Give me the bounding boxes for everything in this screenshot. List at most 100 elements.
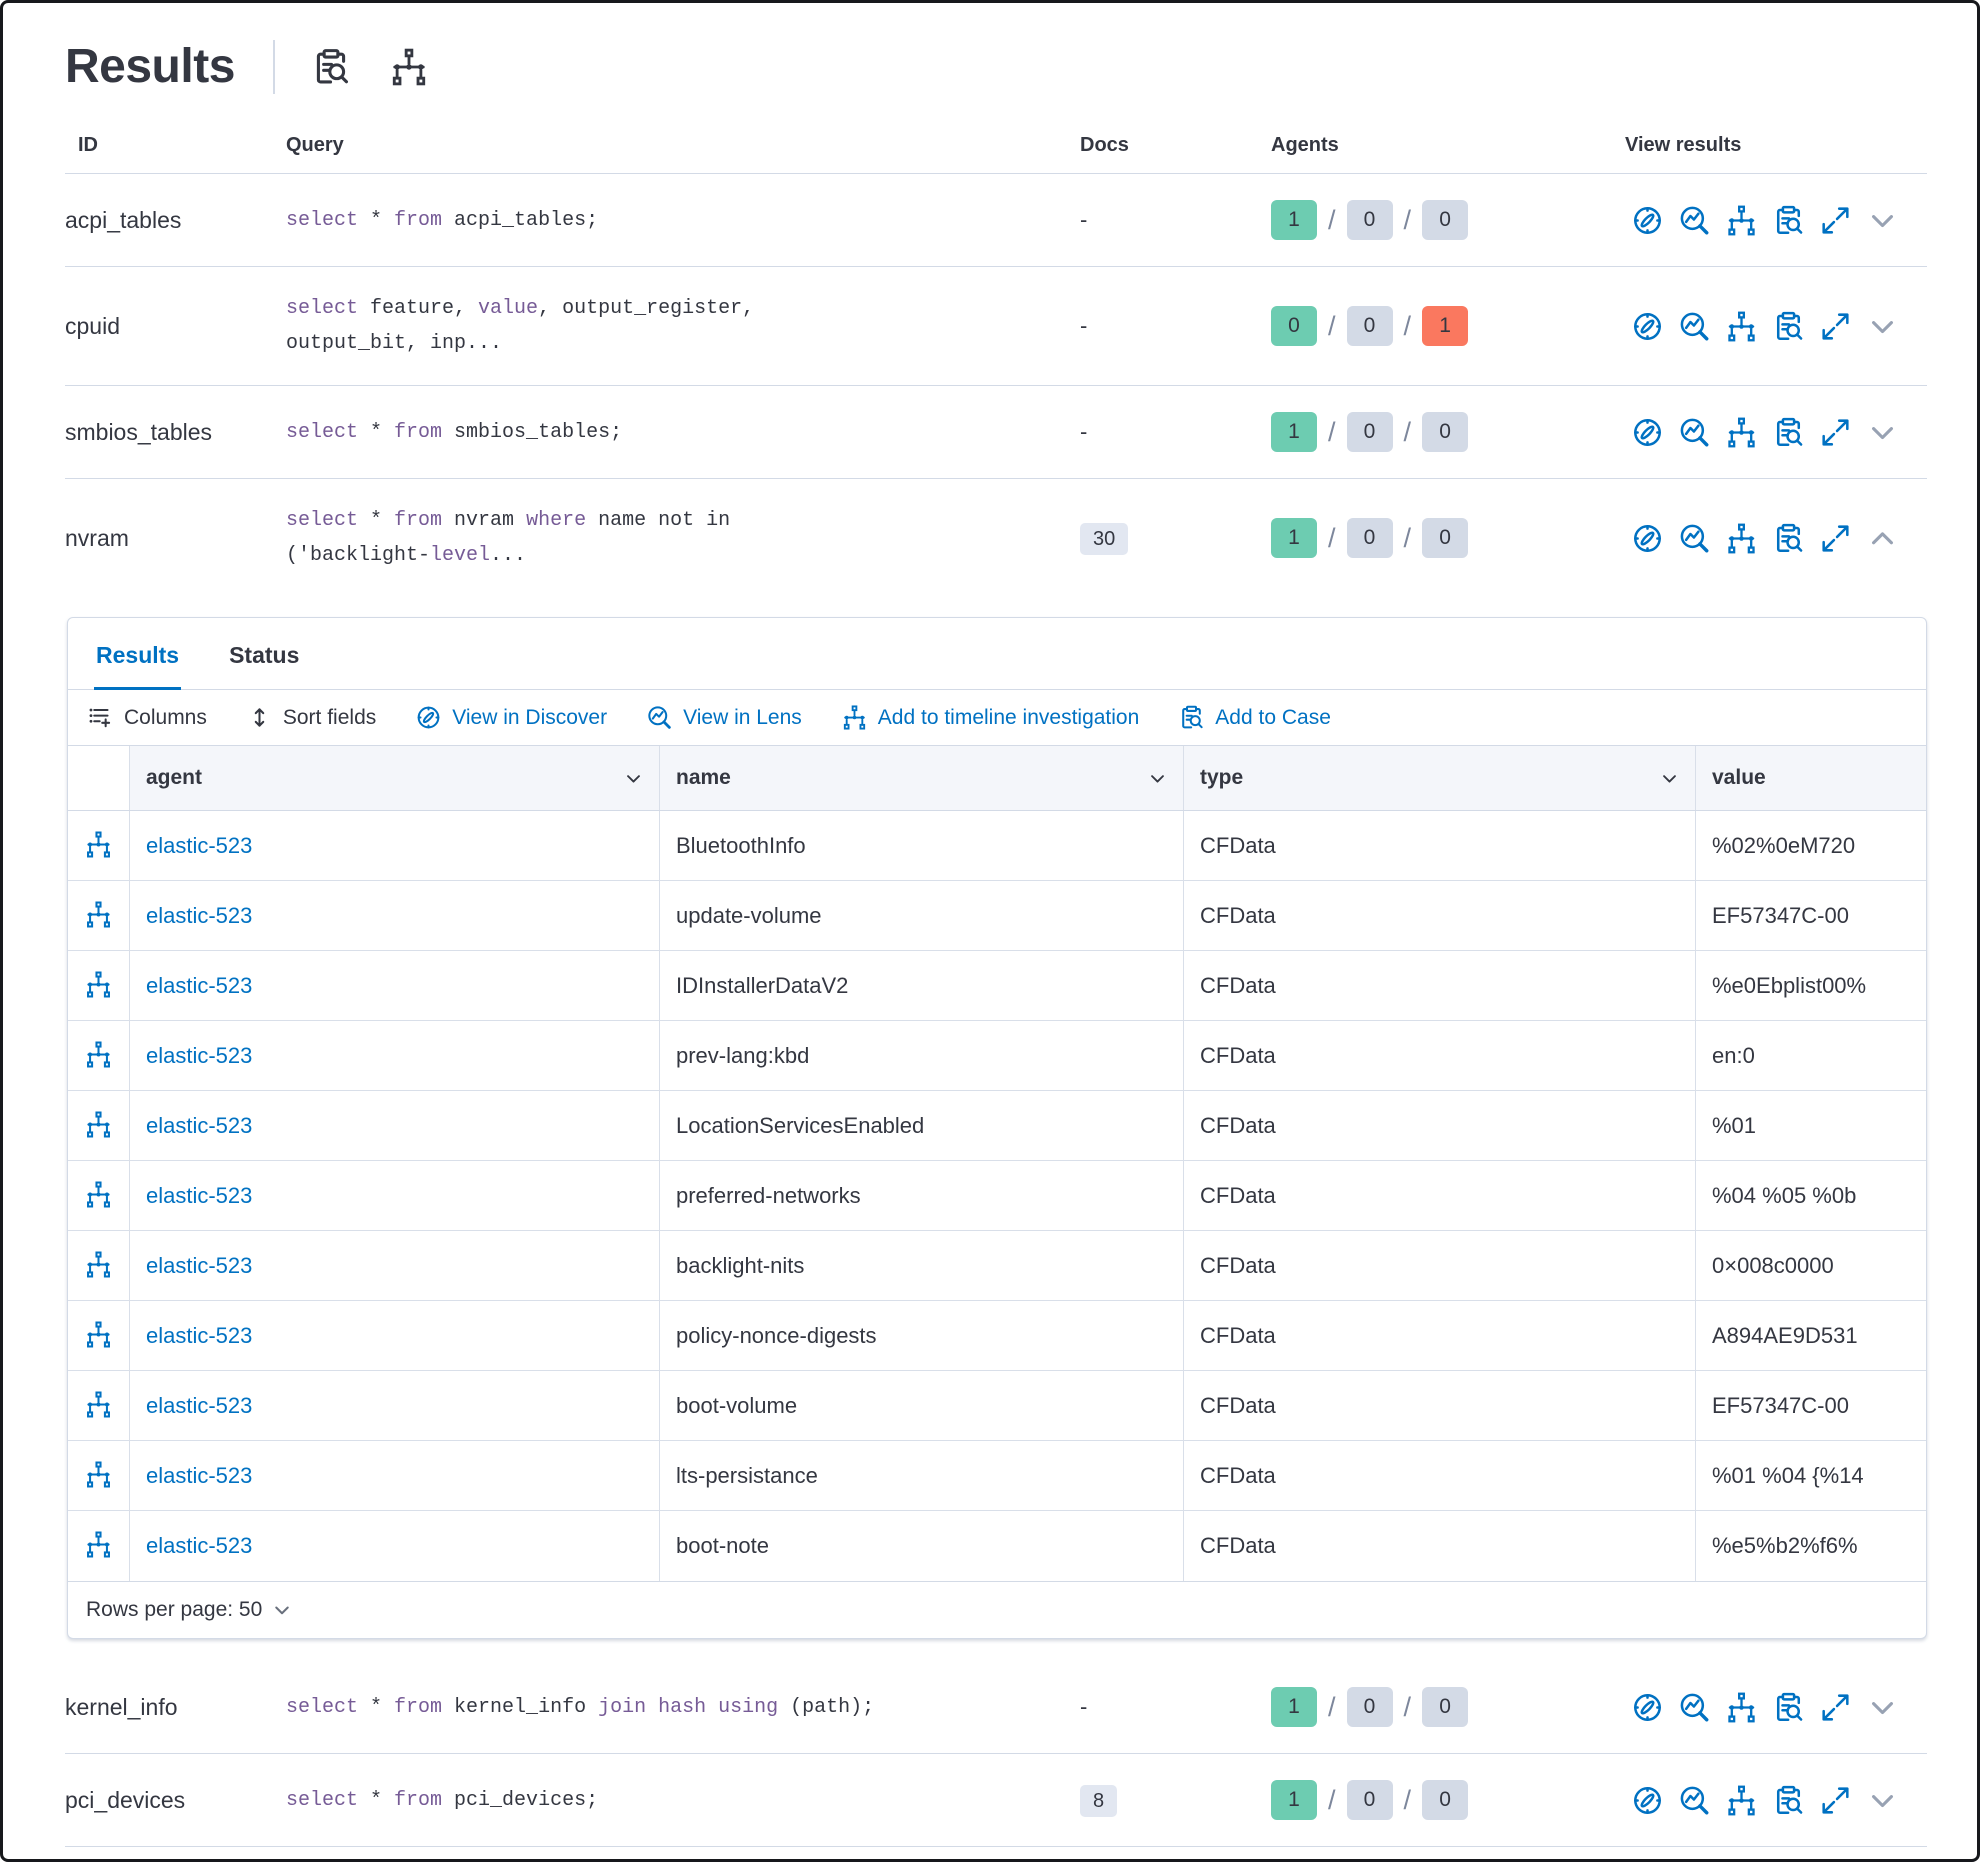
tab-results[interactable]: Results — [94, 618, 182, 690]
expand-row-button[interactable] — [1860, 304, 1904, 348]
expand-row-button[interactable] — [1860, 410, 1904, 454]
add-to-timeline-icon-button[interactable] — [85, 901, 112, 931]
grid-column-value-label: value — [1712, 766, 1766, 789]
agent-count-badge: 0 — [1346, 1780, 1393, 1820]
result-value: EF57347C-00 — [1712, 1392, 1849, 1418]
column-header-view-results: View results — [1625, 134, 1742, 156]
result-value: %01 — [1712, 1112, 1757, 1138]
add-to-timeline-icon-button[interactable] — [85, 1321, 112, 1351]
view-in-discover-button[interactable]: View in Discover — [416, 705, 607, 730]
view-in-discover-button[interactable] — [1625, 1778, 1669, 1822]
add-to-case-button[interactable] — [1766, 1778, 1810, 1822]
rows-per-page-button[interactable]: Rows per page: 50 — [86, 1598, 292, 1622]
add-to-timeline-icon-button[interactable] — [85, 1391, 112, 1421]
query-sql: select * from kernel_info join hash usin… — [286, 1695, 875, 1719]
columns-button[interactable]: Columns — [88, 705, 207, 730]
expand-icon — [1820, 1785, 1851, 1816]
result-row-actions — [68, 951, 130, 1020]
expand-results-button[interactable] — [1813, 410, 1857, 454]
grid-column-agent[interactable]: agent — [130, 746, 660, 810]
add-to-timeline-button[interactable] — [1719, 1685, 1763, 1729]
grid-column-type[interactable]: type — [1184, 746, 1696, 810]
sort-fields-button[interactable]: Sort fields — [247, 705, 376, 730]
view-in-lens-button[interactable] — [1672, 1778, 1716, 1822]
rows-per-page-label: Rows per page: 50 — [86, 1598, 263, 1621]
agent-link[interactable]: elastic-523 — [146, 1462, 253, 1488]
tab-status[interactable]: Status — [227, 618, 301, 689]
view-in-lens-button[interactable]: View in Lens — [647, 705, 802, 730]
add-to-timeline-icon-button[interactable] — [85, 1041, 112, 1071]
expand-row-button[interactable] — [1860, 1778, 1904, 1822]
inspect-icon — [1773, 523, 1804, 554]
add-to-case-button[interactable] — [1766, 516, 1810, 560]
view-in-discover-button[interactable] — [1625, 304, 1669, 348]
agent-link[interactable]: elastic-523 — [146, 1533, 253, 1558]
expand-results-button[interactable] — [1813, 1778, 1857, 1822]
add-to-timeline-button[interactable] — [1719, 1778, 1763, 1822]
agent-link[interactable]: elastic-523 — [146, 902, 253, 928]
timeline-icon — [85, 831, 112, 861]
add-to-timeline-investigation-button[interactable]: Add to timeline investigation — [842, 705, 1139, 730]
add-to-timeline-icon-button[interactable] — [85, 1531, 112, 1561]
inspect-icon[interactable] — [309, 45, 353, 89]
expand-row-button[interactable] — [1860, 198, 1904, 242]
agent-link[interactable]: elastic-523 — [146, 1042, 253, 1068]
timeline-icon[interactable] — [387, 45, 431, 89]
add-to-timeline-icon-button[interactable] — [85, 1181, 112, 1211]
query-sql: select * from nvram where name not in ('b… — [286, 509, 731, 567]
view-in-lens-button[interactable] — [1672, 516, 1716, 560]
view-in-lens-button[interactable] — [1672, 410, 1716, 454]
add-to-timeline-button[interactable] — [1719, 198, 1763, 242]
query-sql: select feature, value, output_register, o… — [286, 297, 755, 355]
agent-link[interactable]: elastic-523 — [146, 832, 253, 858]
badge-separator: / — [1403, 1691, 1412, 1722]
agent-link[interactable]: elastic-523 — [146, 1182, 253, 1208]
add-to-case-button[interactable] — [1766, 198, 1810, 242]
agents-status: 1 / 0 / 0 — [1271, 518, 1625, 558]
result-row-actions — [68, 1511, 130, 1581]
expand-results-button[interactable] — [1813, 198, 1857, 242]
add-to-case-button[interactable] — [1766, 410, 1810, 454]
results-expanded-panel: Results Status Columns Sort fields View in… — [67, 617, 1927, 1639]
agent-link[interactable]: elastic-523 — [146, 1322, 253, 1348]
expand-results-button[interactable] — [1813, 516, 1857, 560]
add-to-timeline-button[interactable] — [1719, 410, 1763, 454]
expand-results-button[interactable] — [1813, 1685, 1857, 1729]
add-to-timeline-icon-button[interactable] — [85, 1111, 112, 1141]
expand-row-button[interactable] — [1860, 1685, 1904, 1729]
agent-link[interactable]: elastic-523 — [146, 1112, 253, 1138]
add-to-case-button[interactable] — [1766, 304, 1810, 348]
agent-count-badge: 0 — [1346, 518, 1393, 558]
add-to-case-button[interactable]: Add to Case — [1179, 705, 1331, 730]
expand-icon — [1820, 205, 1851, 236]
add-to-timeline-button[interactable] — [1719, 304, 1763, 348]
agent-count-badge: 0 — [1422, 1780, 1469, 1820]
docs-count-badge: 8 — [1080, 1785, 1118, 1817]
add-to-timeline-icon-button[interactable] — [85, 971, 112, 1001]
expand-results-button[interactable] — [1813, 304, 1857, 348]
agents-status: 1 / 0 / 0 — [1271, 200, 1625, 240]
agent-count-badge: 1 — [1271, 1780, 1317, 1820]
view-in-discover-button[interactable] — [1625, 198, 1669, 242]
columns-icon — [88, 705, 113, 730]
grid-column-value[interactable]: value — [1696, 746, 1926, 810]
add-to-timeline-icon-button[interactable] — [85, 831, 112, 861]
agent-link[interactable]: elastic-523 — [146, 972, 253, 998]
add-to-timeline-button[interactable] — [1719, 516, 1763, 560]
discover-icon — [416, 705, 441, 730]
timeline-icon — [85, 1041, 112, 1071]
collapse-row-button[interactable] — [1860, 516, 1904, 560]
view-in-discover-button[interactable] — [1625, 516, 1669, 560]
add-to-timeline-icon-button[interactable] — [85, 1461, 112, 1491]
view-in-lens-button[interactable] — [1672, 1685, 1716, 1729]
add-to-timeline-icon-button[interactable] — [85, 1251, 112, 1281]
view-in-discover-button[interactable] — [1625, 410, 1669, 454]
view-in-discover-button[interactable] — [1625, 1685, 1669, 1729]
grid-column-name[interactable]: name — [660, 746, 1184, 810]
agent-link[interactable]: elastic-523 — [146, 1392, 253, 1418]
view-in-lens-button[interactable] — [1672, 198, 1716, 242]
add-to-case-button[interactable] — [1766, 1685, 1810, 1729]
view-in-lens-button[interactable] — [1672, 304, 1716, 348]
discover-icon — [1632, 1785, 1663, 1816]
agent-link[interactable]: elastic-523 — [146, 1252, 253, 1278]
